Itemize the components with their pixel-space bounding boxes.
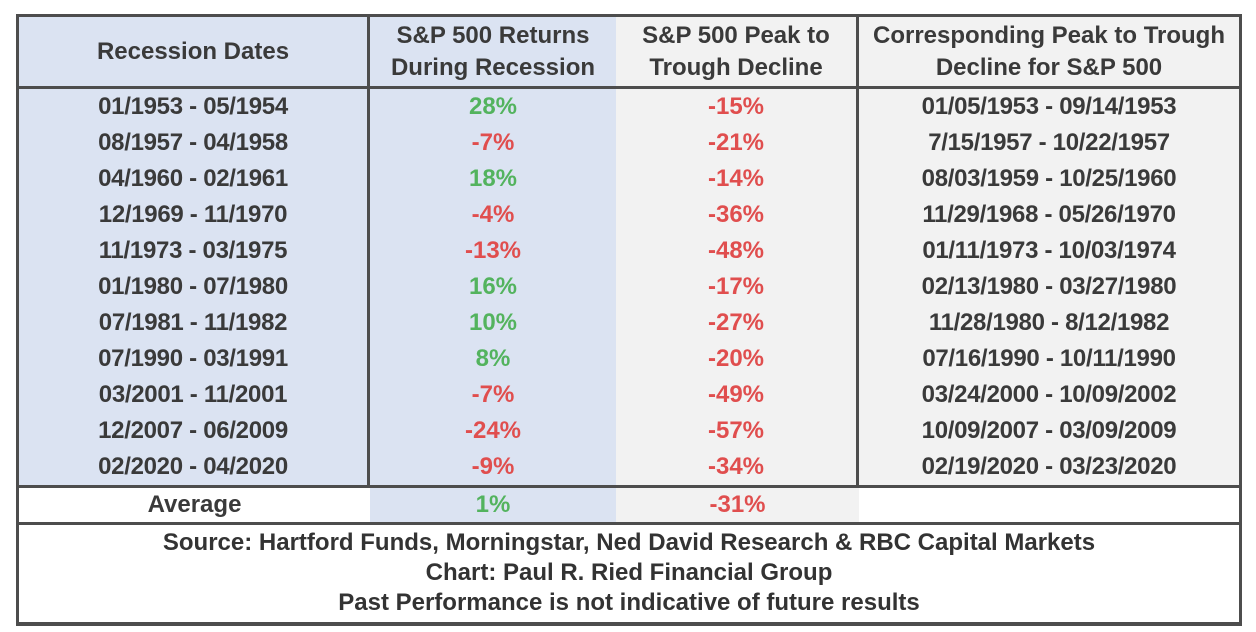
peak-trough-decline-cell: -21% bbox=[616, 125, 859, 161]
header-line: Trough Decline bbox=[649, 53, 823, 81]
peak-trough-decline-cell: -17% bbox=[616, 269, 859, 305]
source-note: Source: Hartford Funds, Morningstar, Ned… bbox=[162, 529, 1096, 556]
table-row: 12/1969 - 11/1970 -4% -36% 11/29/1968 - 05/… bbox=[19, 197, 1239, 233]
recession-dates-cell: 08/1957 - 04/1958 bbox=[19, 125, 370, 161]
peak-trough-decline-cell: -27% bbox=[616, 305, 859, 341]
header-line: S&P 500 Peak to bbox=[642, 21, 830, 49]
recession-dates-cell: 12/2007 - 06/2009 bbox=[19, 413, 370, 449]
corresponding-decline-cell: 07/16/1990 - 10/11/1990 bbox=[859, 341, 1239, 377]
table-row: 07/1981 - 11/1982 10% -27% 11/28/1980 - 8/1… bbox=[19, 305, 1239, 341]
returns-cell: -4% bbox=[370, 197, 616, 233]
table-row: 03/2001 - 11/2001 -7% -49% 03/24/2000 - 10/… bbox=[19, 377, 1239, 413]
table-row: 02/2020 - 04/2020 -9% -34% 02/19/2020 - 03/… bbox=[19, 449, 1239, 485]
returns-cell: -7% bbox=[370, 377, 616, 413]
recession-dates-cell: 11/1973 - 03/1975 bbox=[19, 233, 370, 269]
recession-dates-cell: 01/1953 - 05/1954 bbox=[19, 89, 370, 125]
table-row: 11/1973 - 03/1975 -13% -48% 01/11/1973 - 10… bbox=[19, 233, 1239, 269]
chart-credit-note: Chart: Paul R. Ried Financial Group bbox=[425, 559, 833, 586]
corresponding-decline-cell: 02/13/1980 - 03/27/1980 bbox=[859, 269, 1239, 305]
peak-trough-decline-cell: -36% bbox=[616, 197, 859, 233]
peak-trough-decline-cell: -49% bbox=[616, 377, 859, 413]
header-line: During Recession bbox=[390, 53, 596, 81]
returns-cell: 18% bbox=[370, 161, 616, 197]
recession-table: Recession Dates S&P 500 Returns During R… bbox=[16, 14, 1242, 626]
recession-dates-cell: 07/1990 - 03/1991 bbox=[19, 341, 370, 377]
table-row: 01/1980 - 07/1980 16% -17% 02/13/1980 - 03/… bbox=[19, 269, 1239, 305]
returns-cell: 10% bbox=[370, 305, 616, 341]
header-corresponding-decline: Corresponding Peak to Trough Decline for… bbox=[859, 17, 1239, 86]
table-body: 01/1953 - 05/1954 28% -15% 01/05/1953 - 09/… bbox=[19, 89, 1239, 485]
header-peak-to-trough-decline: S&P 500 Peak to Trough Decline bbox=[616, 17, 859, 86]
peak-trough-decline-cell: -14% bbox=[616, 161, 859, 197]
returns-cell: 28% bbox=[370, 89, 616, 125]
returns-cell: -9% bbox=[370, 449, 616, 485]
returns-cell: 8% bbox=[370, 341, 616, 377]
recession-dates-cell: 03/2001 - 11/2001 bbox=[19, 377, 370, 413]
header-line: Decline for S&P 500 bbox=[935, 53, 1163, 81]
table-header-row: Recession Dates S&P 500 Returns During R… bbox=[19, 17, 1239, 89]
header-line: Corresponding Peak to Trough bbox=[872, 21, 1226, 49]
average-row: Average 1% -31% bbox=[19, 485, 1239, 522]
average-returns-cell: 1% bbox=[370, 488, 616, 522]
corresponding-decline-cell: 7/15/1957 - 10/22/1957 bbox=[859, 125, 1239, 161]
table-row: 04/1960 - 02/1961 18% -14% 08/03/1959 - 10/… bbox=[19, 161, 1239, 197]
corresponding-decline-cell: 02/19/2020 - 03/23/2020 bbox=[859, 449, 1239, 485]
peak-trough-decline-cell: -57% bbox=[616, 413, 859, 449]
corresponding-decline-cell: 11/28/1980 - 8/12/1982 bbox=[859, 305, 1239, 341]
header-recession-dates: Recession Dates bbox=[19, 17, 370, 86]
recession-dates-cell: 04/1960 - 02/1961 bbox=[19, 161, 370, 197]
table-row: 01/1953 - 05/1954 28% -15% 01/05/1953 - 09/… bbox=[19, 89, 1239, 125]
corresponding-decline-cell: 01/11/1973 - 10/03/1974 bbox=[859, 233, 1239, 269]
header-returns-during-recession: S&P 500 Returns During Recession bbox=[370, 17, 616, 86]
returns-cell: -24% bbox=[370, 413, 616, 449]
recession-dates-cell: 12/1969 - 11/1970 bbox=[19, 197, 370, 233]
average-empty-cell bbox=[859, 488, 1239, 522]
peak-trough-decline-cell: -15% bbox=[616, 89, 859, 125]
corresponding-decline-cell: 03/24/2000 - 10/09/2002 bbox=[859, 377, 1239, 413]
returns-cell: -7% bbox=[370, 125, 616, 161]
corresponding-decline-cell: 01/05/1953 - 09/14/1953 bbox=[859, 89, 1239, 125]
peak-trough-decline-cell: -34% bbox=[616, 449, 859, 485]
average-decline-cell: -31% bbox=[616, 488, 859, 522]
recession-dates-cell: 01/1980 - 07/1980 bbox=[19, 269, 370, 305]
average-label-cell: Average bbox=[19, 488, 370, 522]
peak-trough-decline-cell: -48% bbox=[616, 233, 859, 269]
peak-trough-decline-cell: -20% bbox=[616, 341, 859, 377]
corresponding-decline-cell: 08/03/1959 - 10/25/1960 bbox=[859, 161, 1239, 197]
recession-dates-cell: 07/1981 - 11/1982 bbox=[19, 305, 370, 341]
header-line: S&P 500 Returns bbox=[396, 21, 590, 49]
returns-cell: -13% bbox=[370, 233, 616, 269]
disclaimer-note: Past Performance is not indicative of fu… bbox=[338, 589, 920, 616]
corresponding-decline-cell: 11/29/1968 - 05/26/1970 bbox=[859, 197, 1239, 233]
corresponding-decline-cell: 10/09/2007 - 03/09/2009 bbox=[859, 413, 1239, 449]
returns-cell: 16% bbox=[370, 269, 616, 305]
table-row: 12/2007 - 06/2009 -24% -57% 10/09/2007 - 03… bbox=[19, 413, 1239, 449]
table-row: 07/1990 - 03/1991 8% -20% 07/16/1990 - 10/1… bbox=[19, 341, 1239, 377]
table-row: 08/1957 - 04/1958 -7% -21% 7/15/1957 - 10/2… bbox=[19, 125, 1239, 161]
table-footer: Source: Hartford Funds, Morningstar, Ned… bbox=[19, 522, 1239, 622]
recession-dates-cell: 02/2020 - 04/2020 bbox=[19, 449, 370, 485]
header-line: Recession Dates bbox=[96, 37, 290, 65]
